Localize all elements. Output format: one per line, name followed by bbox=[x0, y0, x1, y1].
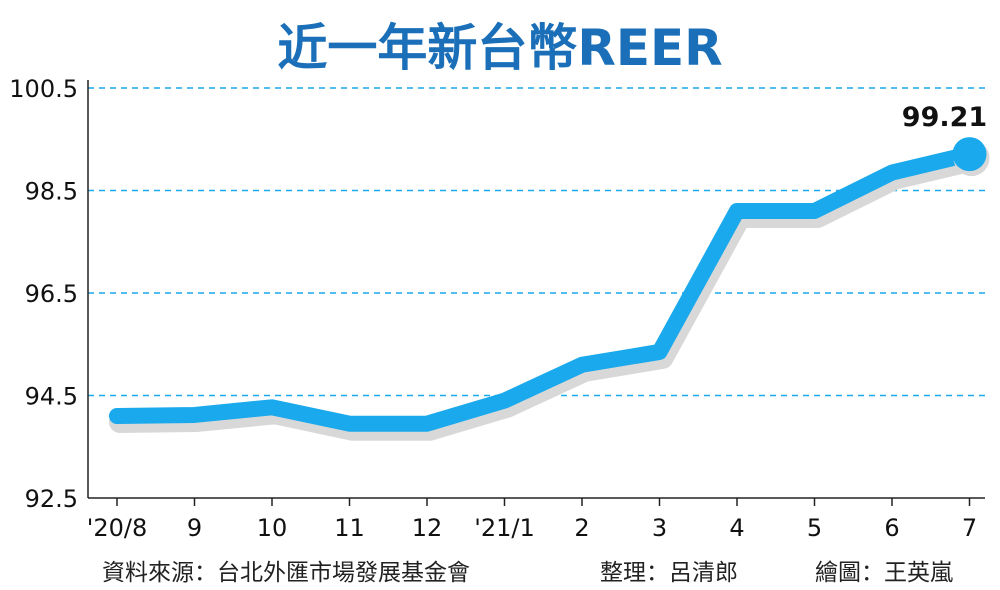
endpoint-marker bbox=[952, 137, 987, 172]
chart-title: 近一年新台幣REER bbox=[277, 19, 722, 77]
x-tick-label: 2 bbox=[574, 514, 589, 542]
x-tick-label: 5 bbox=[807, 514, 822, 542]
series-line-group bbox=[109, 137, 990, 441]
x-tick-label: 7 bbox=[962, 514, 977, 542]
x-tick-label: 10 bbox=[257, 514, 288, 542]
x-tick-label: 9 bbox=[187, 514, 202, 542]
grid bbox=[88, 87, 985, 397]
x-tick-label: 3 bbox=[652, 514, 667, 542]
footer-editor: 整理：呂清郎 bbox=[600, 560, 738, 586]
x-tick-label: 11 bbox=[334, 514, 365, 542]
footer-source: 資料來源：台北外匯市場發展基金會 bbox=[102, 560, 470, 586]
x-tick-label: 4 bbox=[729, 514, 744, 542]
series-line bbox=[109, 146, 978, 432]
y-tick-label: 92.5 bbox=[25, 485, 78, 513]
x-tick-label: 6 bbox=[884, 514, 899, 542]
x-tick-label: '20/8 bbox=[87, 514, 148, 542]
footer-artist: 繪圖：王英嵐 bbox=[815, 560, 953, 586]
data-label-last: 99.21 bbox=[902, 102, 987, 133]
tick-labels: 92.5 94.5 96.5 98.5 100.5 '20/8 9 10 11 12 '21/1 2 3… bbox=[9, 75, 987, 542]
y-tick-label: 96.5 bbox=[25, 280, 78, 308]
y-tick-label: 100.5 bbox=[9, 75, 78, 103]
x-tick-label: '21/1 bbox=[474, 514, 535, 542]
y-tick-label: 98.5 bbox=[25, 178, 78, 206]
x-tick-label: 12 bbox=[412, 514, 443, 542]
axes bbox=[87, 80, 985, 506]
y-tick-label: 94.5 bbox=[25, 383, 78, 411]
